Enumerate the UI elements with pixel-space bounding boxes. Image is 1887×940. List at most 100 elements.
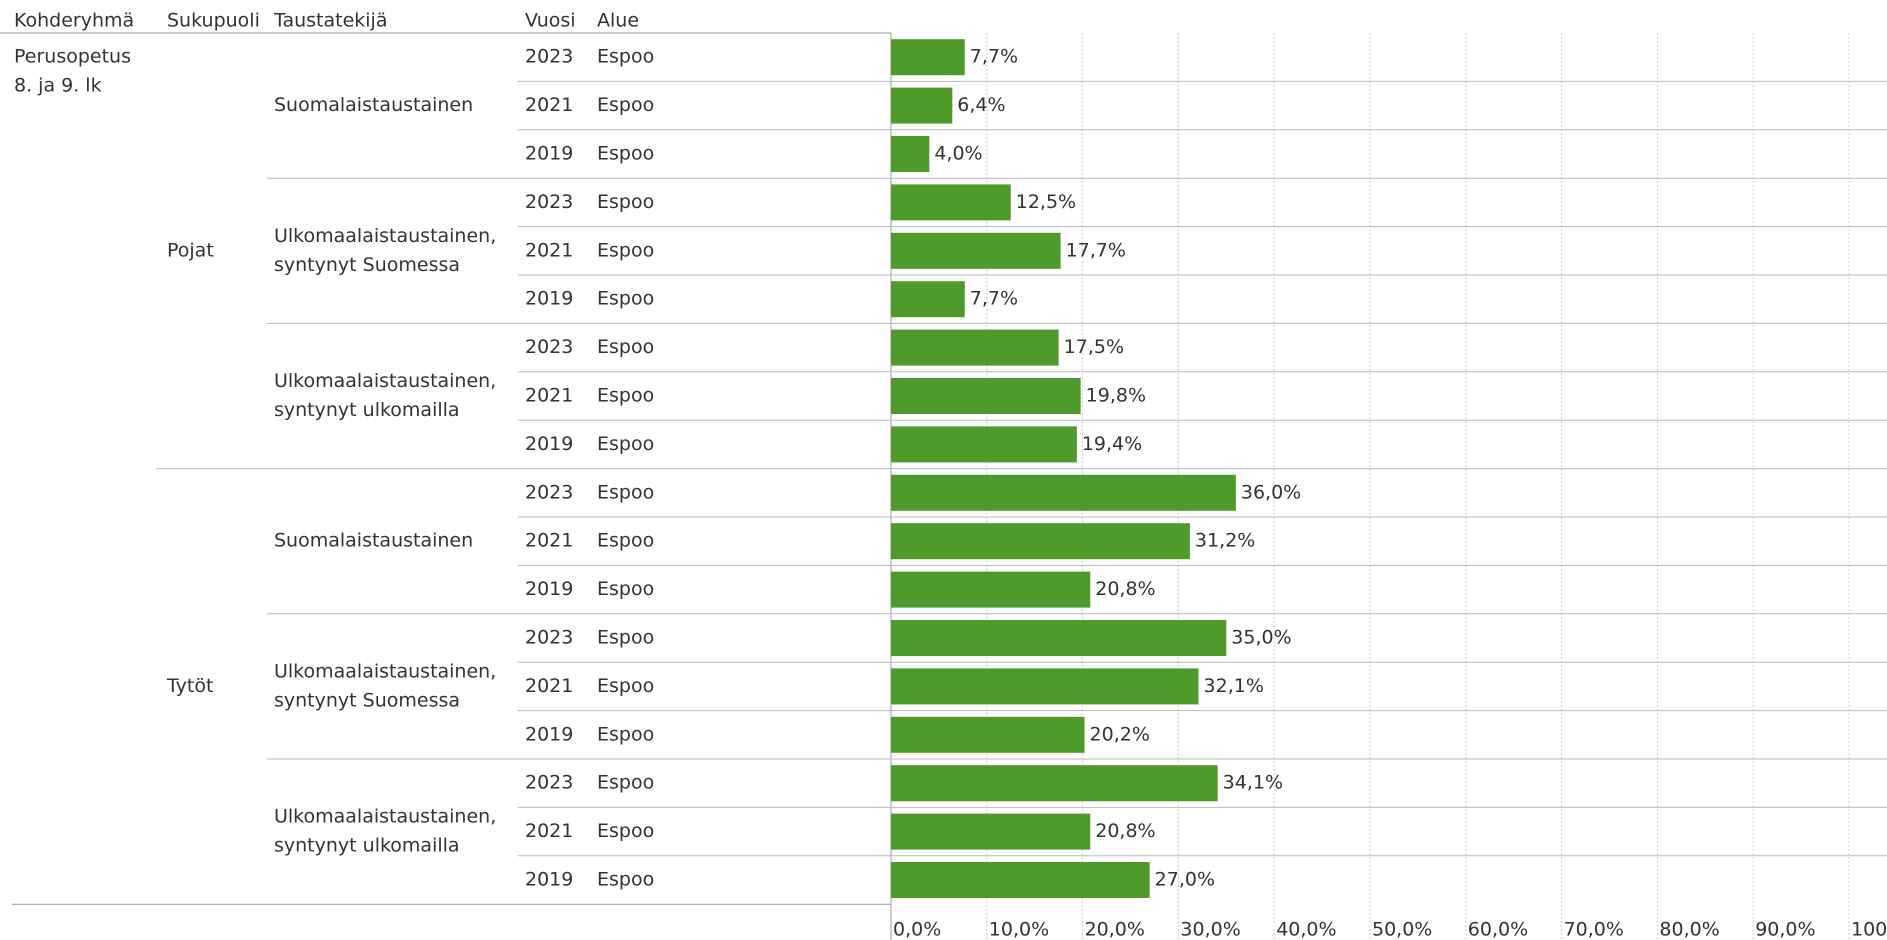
x-tick-label: 20,0%: [1085, 919, 1145, 940]
region-label: Espoo: [597, 336, 654, 358]
value-label: 20,2%: [1090, 723, 1150, 745]
year-label: 2021: [525, 820, 573, 842]
value-label: 27,0%: [1155, 869, 1215, 891]
value-label: 36,0%: [1241, 481, 1301, 503]
x-tick-label: 100,0%: [1851, 919, 1887, 940]
taustatekija-label: syntynyt ulkomailla: [274, 399, 460, 421]
year-label: 2021: [525, 675, 573, 697]
value-label: 35,0%: [1231, 627, 1291, 649]
year-label: 2023: [525, 481, 573, 503]
value-label: 19,4%: [1082, 433, 1142, 455]
bar: [891, 523, 1190, 560]
bar: [891, 813, 1091, 850]
region-label: Espoo: [597, 772, 654, 794]
value-label: 31,2%: [1195, 530, 1255, 552]
region-label: Espoo: [597, 869, 654, 891]
value-label: 17,7%: [1066, 239, 1126, 261]
region-label: Espoo: [597, 723, 654, 745]
region-label: Espoo: [597, 481, 654, 503]
taustatekija-label: Ulkomaalaistaustainen,: [274, 660, 496, 682]
year-label: 2019: [525, 143, 573, 165]
year-label: 2023: [525, 46, 573, 68]
taustatekija-label: syntynyt Suomessa: [274, 254, 460, 276]
x-tick-label: 90,0%: [1755, 919, 1815, 940]
taustatekija-label: Ulkomaalaistaustainen,: [274, 225, 496, 247]
x-tick-label: 0,0%: [893, 919, 941, 940]
year-label: 2023: [525, 191, 573, 213]
value-label: 20,8%: [1095, 578, 1155, 600]
x-tick-label: 70,0%: [1564, 919, 1624, 940]
x-tick-label: 10,0%: [989, 919, 1049, 940]
value-label: 19,8%: [1086, 385, 1146, 407]
column-header: Alue: [597, 10, 639, 32]
bar: [891, 765, 1218, 802]
value-label: 12,5%: [1016, 191, 1076, 213]
taustatekija-label: Suomalaistaustainen: [274, 530, 473, 552]
bar: [891, 571, 1091, 608]
column-header: Kohderyhmä: [14, 10, 134, 32]
bar: [891, 281, 965, 318]
bar: [891, 474, 1236, 511]
value-label: 32,1%: [1204, 675, 1264, 697]
bar: [891, 184, 1011, 221]
value-label: 4,0%: [934, 143, 982, 165]
year-label: 2021: [525, 385, 573, 407]
year-label: 2021: [525, 239, 573, 261]
bar: [891, 232, 1061, 269]
region-label: Espoo: [597, 820, 654, 842]
value-label: 7,7%: [970, 288, 1018, 310]
region-label: Espoo: [597, 530, 654, 552]
x-tick-label: 80,0%: [1659, 919, 1719, 940]
bar: [891, 378, 1081, 414]
year-label: 2021: [525, 94, 573, 116]
region-label: Espoo: [597, 143, 654, 165]
sukupuoli-label: Tytöt: [166, 675, 213, 697]
kohderyhma-label: Perusopetus: [14, 46, 131, 68]
x-tick-label: 50,0%: [1372, 919, 1432, 940]
region-label: Espoo: [597, 239, 654, 261]
region-label: Espoo: [597, 288, 654, 310]
taustatekija-label: Ulkomaalaistaustainen,: [274, 806, 496, 828]
region-label: Espoo: [597, 627, 654, 649]
value-label: 7,7%: [970, 46, 1018, 68]
year-label: 2023: [525, 772, 573, 794]
region-label: Espoo: [597, 578, 654, 600]
bar: [891, 39, 965, 76]
year-label: 2023: [525, 336, 573, 358]
region-label: Espoo: [597, 385, 654, 407]
x-tick-label: 40,0%: [1276, 919, 1336, 940]
taustatekija-label: Ulkomaalaistaustainen,: [274, 370, 496, 392]
region-label: Espoo: [597, 94, 654, 116]
bar: [891, 426, 1077, 463]
year-label: 2019: [525, 869, 573, 891]
bar: [891, 716, 1085, 753]
x-tick-label: 30,0%: [1180, 919, 1240, 940]
value-label: 20,8%: [1095, 820, 1155, 842]
taustatekija-label: syntynyt ulkomailla: [274, 835, 460, 857]
column-header: Sukupuoli: [167, 10, 260, 32]
bar: [891, 862, 1150, 898]
kohderyhma-label: 8. ja 9. lk: [14, 75, 102, 97]
taustatekija-label: Suomalaistaustainen: [274, 94, 473, 116]
bar: [891, 87, 953, 124]
year-label: 2019: [525, 288, 573, 310]
year-label: 2019: [525, 433, 573, 455]
bar: [891, 136, 930, 172]
x-tick-label: 60,0%: [1468, 919, 1528, 940]
region-label: Espoo: [597, 433, 654, 455]
column-header: Taustatekijä: [273, 10, 387, 32]
value-label: 6,4%: [957, 94, 1005, 116]
bar: [891, 620, 1227, 656]
year-label: 2023: [525, 627, 573, 649]
sukupuoli-label: Pojat: [167, 239, 214, 261]
column-header: Vuosi: [525, 10, 576, 32]
year-label: 2019: [525, 723, 573, 745]
region-label: Espoo: [597, 191, 654, 213]
value-label: 34,1%: [1223, 772, 1283, 794]
year-label: 2019: [525, 578, 573, 600]
bar: [891, 668, 1199, 705]
region-label: Espoo: [597, 675, 654, 697]
value-label: 17,5%: [1064, 336, 1124, 358]
year-label: 2021: [525, 530, 573, 552]
